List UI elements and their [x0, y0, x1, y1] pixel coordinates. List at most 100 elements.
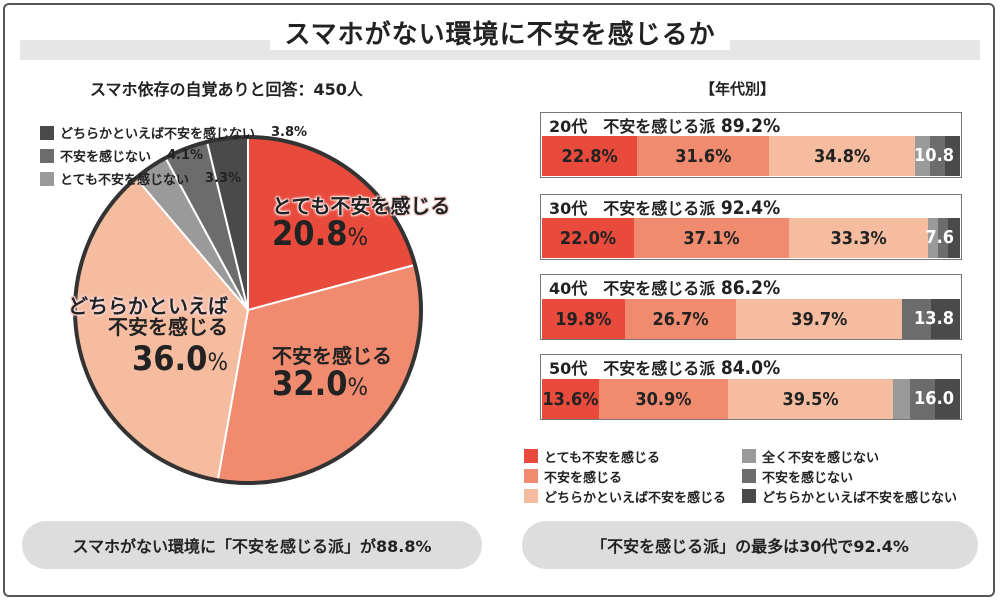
bar-segment: 31.6% — [637, 136, 770, 176]
bar-segment — [893, 379, 910, 419]
age-group-box: 50代 不安を感じる派 84.0% — [540, 354, 962, 420]
legend-label: どちらかといえば不安を感じない — [60, 127, 256, 142]
stacked-bar: 22.8% 31.6% 34.8% — [542, 136, 960, 176]
bar-label: 19.8% — [555, 308, 612, 330]
legend-swatch — [742, 489, 756, 503]
pie-legend-item: 不安を感じない 4.1% — [40, 144, 307, 167]
bar-segment: 13.6% — [542, 379, 599, 419]
bar-segment: 30.9% — [598, 379, 728, 419]
legend-swatch — [40, 125, 54, 140]
bar-heading: 【年代別】 — [700, 80, 776, 98]
legend-value: 4.1% — [167, 148, 204, 163]
legend-swatch — [524, 489, 538, 503]
bar-label: 37.1% — [683, 227, 740, 249]
bar-legend-item: 全く不安を感じない — [742, 446, 957, 466]
stacked-bar: 19.8% 26.7% 39.7% — [542, 299, 960, 339]
legend-label: 不安を感じない — [762, 470, 854, 486]
pie-label-text: 不安を感じる — [272, 344, 392, 368]
age-group-title: 40代 不安を感じる派 86.2% — [549, 277, 781, 299]
summary-left: スマホがない環境に「不安を感じる派」が88.8% — [22, 521, 482, 569]
legend-swatch — [524, 469, 538, 483]
legend-label: 不安を感じる — [544, 470, 623, 486]
bar-segment — [909, 379, 935, 419]
legend-label: とても不安を感じない — [60, 173, 189, 188]
pie-label-text: とても不安を感じる — [272, 194, 451, 218]
pie-outline — [73, 135, 423, 485]
stacked-bar: 22.0% 37.1% 33.3% — [542, 218, 960, 258]
bar-segment — [902, 299, 932, 339]
bar-segment: 39.5% — [728, 379, 894, 419]
bar-legend-right: 全く不安を感じない 不安を感じない どちらかといえば不安を感じない — [742, 446, 957, 506]
legend-label: 不安を感じない — [60, 150, 152, 165]
bar-segment: 34.8% — [769, 136, 915, 176]
bar-label: 30.9% — [635, 388, 692, 410]
pie-heading: スマホ依存の自覚ありと回答：450人 — [90, 80, 363, 99]
legend-label: とても不安を感じる — [544, 450, 660, 466]
bar-label: 26.7% — [652, 308, 709, 330]
bar-label: 22.0% — [559, 227, 617, 249]
summary-right: 「不安を感じる派」の最多は30代で92.4% — [522, 521, 978, 569]
age-group-box: 40代 不安を感じる派 86.2% — [540, 274, 962, 340]
bar-segment: 22.0% — [542, 218, 634, 258]
bar-segment — [929, 136, 945, 176]
pie-label-value: 36.0 — [131, 339, 208, 379]
legend-swatch — [742, 469, 756, 483]
pie-label-text: どちらかといえば — [68, 294, 228, 318]
pie-label-value: 32.0 — [272, 364, 348, 404]
bar-segment — [944, 136, 960, 176]
pie-label-text: 不安を感じる — [108, 315, 228, 339]
bar-label: 39.5% — [782, 388, 839, 410]
pie-legend-item: どちらかといえば不安を感じない 3.8% — [40, 121, 307, 144]
bar-label: 39.7% — [791, 308, 848, 330]
bar-legend-item: どちらかといえば不安を感じる — [524, 486, 726, 506]
pie-legend-item: とても不安を感じない 3.3% — [40, 167, 307, 190]
pie-legend: どちらかといえば不安を感じない 3.8% 不安を感じない 4.1% とても不安を… — [40, 121, 307, 190]
bar-label: 34.8% — [814, 145, 871, 167]
bar-legend-left: とても不安を感じる 不安を感じる どちらかといえば不安を感じる — [524, 446, 726, 506]
pie-label-anxious: 不安を感じる 32.0% — [272, 344, 392, 404]
title-band — [20, 40, 980, 60]
bar-segment: 26.7% — [624, 299, 737, 339]
bar-label-not-anxious-total: 7.6 — [925, 227, 954, 248]
bar-label-not-anxious-total: 13.8 — [914, 308, 954, 329]
bar-label: 22.8% — [561, 145, 618, 167]
bar-segment — [948, 218, 960, 258]
bar-segment: 39.7% — [736, 299, 903, 339]
bar-segment — [928, 218, 938, 258]
age-group-title: 20代 不安を感じる派 89.2% — [549, 115, 781, 137]
bar-label: 31.6% — [675, 145, 732, 167]
legend-label: どちらかといえば不安を感じる — [544, 490, 727, 506]
age-group-title: 50代 不安を感じる派 84.0% — [549, 357, 781, 379]
bar-segment: 33.3% — [789, 218, 929, 258]
bar-segment: 19.8% — [542, 299, 625, 339]
stacked-bar: 13.6% 30.9% 39.5% — [542, 379, 960, 419]
bar-label-not-anxious-total: 16.0 — [914, 388, 954, 409]
bar-segment — [914, 136, 930, 176]
bar-label: 13.6% — [542, 388, 599, 410]
bar-legend-item: とても不安を感じる — [524, 446, 726, 466]
bar-segment: 22.8% — [542, 136, 638, 176]
bar-segment — [937, 218, 949, 258]
bar-legend-item: 不安を感じない — [742, 466, 957, 486]
pie-label-value: 20.8 — [272, 214, 348, 254]
bar-legend-item: 不安を感じる — [524, 466, 726, 486]
legend-swatch — [40, 171, 54, 186]
bar-legend-item: どちらかといえば不安を感じない — [742, 486, 957, 506]
age-group-box: 20代 不安を感じる派 89.2% — [540, 112, 962, 178]
pie-label-very-anxious: とても不安を感じる 20.8% — [272, 194, 451, 254]
legend-swatch — [40, 148, 54, 163]
pie-label-somewhat-anxious: どちらかといえば 不安を感じる 36.0% — [58, 296, 228, 378]
age-group-box: 30代 不安を感じる派 92.4% — [540, 194, 962, 260]
bar-label: 33.3% — [830, 227, 887, 249]
bar-segment: 37.1% — [633, 218, 790, 258]
legend-swatch — [742, 449, 756, 463]
bar-segment — [931, 299, 960, 339]
bar-segment — [934, 379, 960, 419]
bar-label-not-anxious-total: 10.8 — [914, 145, 954, 166]
outer-frame — [3, 3, 995, 597]
page-title: スマホがない環境に不安を感じるか — [0, 14, 1000, 51]
age-group-title: 30代 不安を感じる派 92.4% — [549, 197, 781, 219]
legend-swatch — [524, 449, 538, 463]
legend-label: どちらかといえば不安を感じない — [762, 490, 958, 506]
